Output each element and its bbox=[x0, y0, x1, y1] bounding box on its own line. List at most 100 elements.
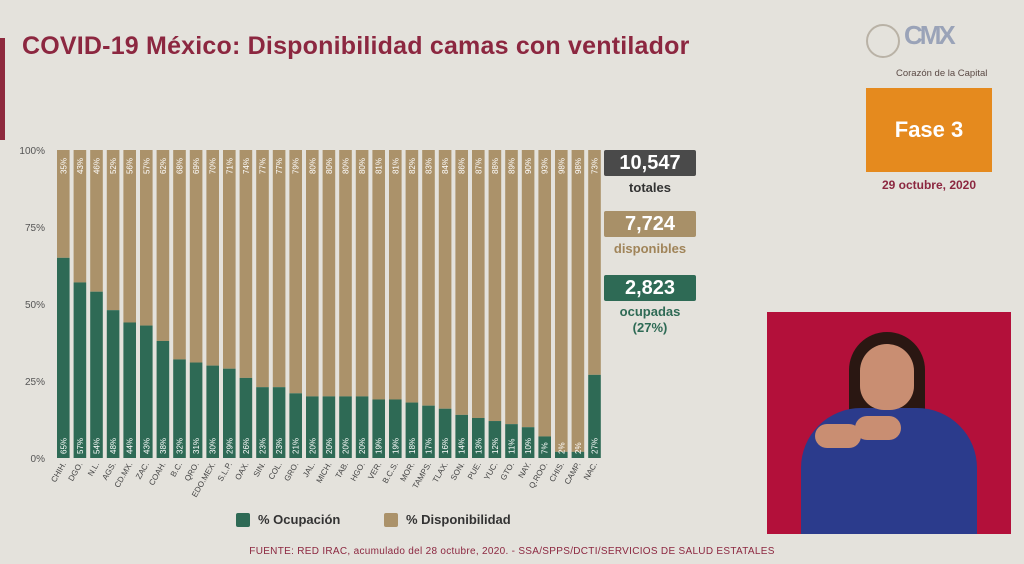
y-tick-label: 75% bbox=[25, 223, 45, 234]
interpreter-hand-right bbox=[855, 416, 901, 440]
data-label-occupancy: 38% bbox=[159, 438, 168, 454]
data-label-availability: 81% bbox=[375, 158, 384, 174]
data-label-occupancy: 43% bbox=[142, 438, 151, 454]
title-accent-bar bbox=[0, 38, 5, 140]
category-label: JAL. bbox=[301, 461, 317, 479]
logo-mark-icon: CMX bbox=[904, 20, 956, 50]
data-label-occupancy: 26% bbox=[242, 438, 251, 454]
data-label-availability: 80% bbox=[342, 158, 351, 174]
occupied-beds-label: ocupadas bbox=[619, 304, 681, 319]
bar-occupancy bbox=[488, 421, 502, 458]
category-label: NAC. bbox=[582, 461, 599, 482]
bar-availability bbox=[73, 150, 87, 283]
bar-occupancy bbox=[73, 282, 87, 458]
category-label: TLAX. bbox=[431, 461, 450, 485]
bar-availability bbox=[355, 150, 369, 397]
category-label: OAX. bbox=[233, 461, 250, 482]
data-label-occupancy: 21% bbox=[292, 438, 301, 454]
category-label: ZAC. bbox=[134, 461, 151, 481]
data-label-occupancy: 2% bbox=[557, 442, 566, 454]
bar-availability bbox=[223, 150, 236, 369]
bar-availability bbox=[239, 150, 253, 378]
bar-occupancy bbox=[505, 424, 518, 458]
bar-occupancy bbox=[173, 359, 186, 458]
data-label-occupancy: 10% bbox=[524, 438, 533, 454]
bar-occupancy bbox=[156, 340, 170, 458]
category-label: NAY. bbox=[517, 461, 533, 480]
bar-availability bbox=[206, 150, 219, 366]
data-label-occupancy: 20% bbox=[358, 438, 367, 454]
data-label-occupancy: 7% bbox=[541, 442, 550, 454]
bar-occupancy bbox=[538, 436, 551, 458]
category-label: VER. bbox=[366, 461, 383, 482]
data-label-availability: 86% bbox=[458, 158, 467, 174]
bar-occupancy bbox=[206, 365, 219, 458]
category-label: HGO. bbox=[349, 461, 367, 483]
bar-availability bbox=[306, 150, 319, 397]
data-label-availability: 52% bbox=[109, 158, 118, 174]
bar-availability bbox=[571, 150, 585, 452]
bar-availability bbox=[521, 150, 535, 428]
bar-occupancy bbox=[322, 396, 336, 458]
seal-icon bbox=[866, 24, 900, 58]
bar-availability bbox=[57, 150, 70, 258]
data-label-availability: 80% bbox=[358, 158, 367, 174]
data-label-occupancy: 54% bbox=[93, 438, 102, 454]
total-beds-value: 10,547 bbox=[604, 150, 696, 176]
page-title: COVID-19 México: Disponibilidad camas co… bbox=[22, 32, 690, 60]
legend-occupied-swatch bbox=[236, 512, 250, 527]
data-label-availability: 80% bbox=[308, 158, 317, 174]
bar-availability bbox=[405, 150, 419, 403]
bar-availability bbox=[322, 150, 336, 397]
bar-availability bbox=[140, 150, 153, 326]
data-label-availability: 90% bbox=[524, 158, 533, 174]
bar-occupancy bbox=[239, 377, 253, 458]
legend-available-swatch bbox=[384, 512, 398, 527]
source-note: FUENTE: RED IRAC, acumulado del 28 octub… bbox=[249, 546, 775, 557]
bar-occupancy bbox=[555, 451, 568, 458]
bar-occupancy bbox=[57, 257, 70, 458]
data-label-occupancy: 48% bbox=[109, 438, 118, 454]
data-label-availability: 81% bbox=[391, 158, 400, 174]
bar-occupancy bbox=[438, 408, 452, 458]
bar-occupancy bbox=[272, 387, 286, 458]
y-tick-label: 50% bbox=[25, 300, 45, 311]
data-label-availability: 79% bbox=[292, 158, 301, 174]
available-beds-label: disponibles bbox=[613, 241, 687, 256]
legend-occupied: % Ocupación bbox=[236, 512, 340, 527]
y-tick-label: 25% bbox=[25, 377, 45, 388]
bar-availability bbox=[256, 150, 269, 388]
data-label-occupancy: 23% bbox=[275, 438, 284, 454]
category-label: CAMP. bbox=[563, 461, 583, 487]
bar-availability bbox=[289, 150, 302, 394]
bar-occupancy bbox=[289, 393, 302, 458]
data-label-availability: 82% bbox=[408, 158, 417, 174]
bar-occupancy bbox=[223, 368, 236, 458]
bar-availability bbox=[272, 150, 286, 388]
data-label-availability: 69% bbox=[192, 158, 201, 174]
bar-occupancy bbox=[106, 310, 120, 458]
phase-badge: Fase 3 bbox=[866, 88, 992, 172]
data-label-occupancy: 20% bbox=[342, 438, 351, 454]
bar-availability bbox=[156, 150, 170, 341]
category-label: PUE. bbox=[466, 461, 483, 482]
data-label-availability: 35% bbox=[59, 158, 68, 174]
bar-occupancy bbox=[306, 396, 319, 458]
data-label-availability: 74% bbox=[242, 158, 251, 174]
total-beds-label: totales bbox=[629, 180, 671, 195]
bar-occupancy bbox=[405, 402, 419, 458]
data-label-occupancy: 20% bbox=[308, 438, 317, 454]
bar-occupancy bbox=[472, 417, 485, 458]
category-label: N.L. bbox=[86, 461, 101, 478]
category-label: B.C. bbox=[169, 461, 185, 479]
category-label: MICH. bbox=[315, 461, 334, 485]
data-label-occupancy: 19% bbox=[391, 438, 400, 454]
data-label-availability: 71% bbox=[225, 158, 234, 174]
bar-availability bbox=[455, 150, 468, 415]
bar-occupancy bbox=[140, 325, 153, 458]
data-label-availability: 83% bbox=[425, 158, 434, 174]
category-label: COL. bbox=[267, 461, 284, 482]
data-label-availability: 68% bbox=[176, 158, 185, 174]
bar-availability bbox=[389, 150, 402, 400]
data-label-availability: 77% bbox=[259, 158, 268, 174]
